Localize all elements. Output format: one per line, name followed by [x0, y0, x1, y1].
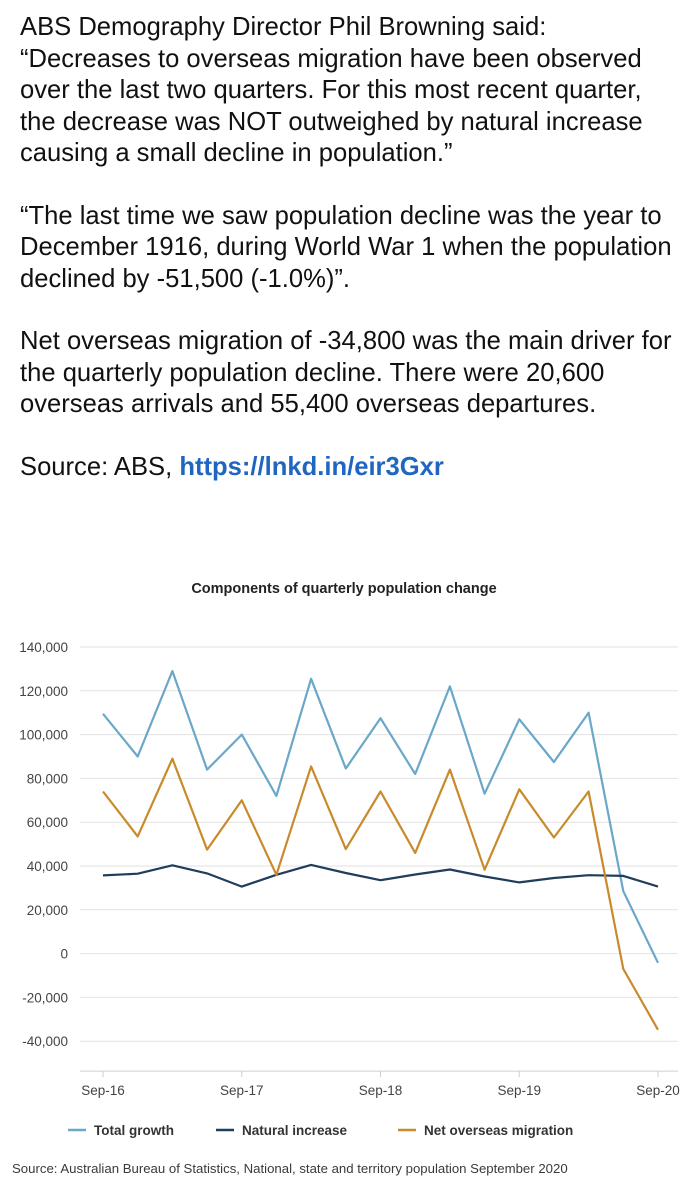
y-tick-label: 20,000 [27, 903, 68, 918]
y-tick-label: 100,000 [19, 728, 68, 743]
post-paragraph-quote-1: ABS Demography Director Phil Browning sa… [20, 13, 643, 167]
post-paragraph-quote-2: “The last time we saw population decline… [20, 201, 672, 293]
y-tick-label: 140,000 [19, 640, 68, 655]
legend-label: Natural increase [242, 1123, 348, 1138]
x-tick-label: Sep-18 [359, 1083, 403, 1098]
series-line-total-growth [102, 669, 659, 964]
x-tick-label: Sep-19 [497, 1083, 541, 1098]
x-tick-label: Sep-17 [220, 1083, 264, 1098]
chart-svg: Components of quarterly population chang… [19, 581, 680, 1138]
chart-title: Components of quarterly population chang… [191, 581, 496, 597]
legend-label: Net overseas migration [424, 1123, 573, 1138]
source-link[interactable]: https://lnkd.in/eir3Gxr [179, 452, 444, 481]
y-tick-label: 120,000 [19, 684, 68, 699]
x-tick-label: Sep-16 [81, 1083, 125, 1098]
y-tick-label: 0 [60, 947, 68, 962]
y-tick-label: -20,000 [22, 990, 68, 1005]
source-prefix: Source: ABS, [20, 452, 180, 481]
legend-label: Total growth [94, 1123, 174, 1138]
y-tick-label: 40,000 [27, 859, 68, 874]
y-tick-label: -40,000 [22, 1034, 68, 1049]
chart-source-note: Source: Australian Bureau of Statistics,… [12, 1161, 568, 1176]
post-source-line: Source: ABS, https://lnkd.in/eir3Gxr [20, 452, 680, 484]
population-change-chart: Components of quarterly population chang… [0, 565, 688, 1200]
y-tick-label: 60,000 [27, 815, 68, 830]
post-text: ABS Demography Director Phil Browning sa… [20, 12, 680, 514]
y-tick-label: 80,000 [27, 771, 68, 786]
series-line-natural-increase [102, 863, 659, 888]
series-line-net-overseas-migration [102, 757, 659, 1031]
post-paragraph-migration: Net overseas migration of -34,800 was th… [20, 327, 672, 418]
x-tick-label: Sep-20 [636, 1083, 680, 1098]
